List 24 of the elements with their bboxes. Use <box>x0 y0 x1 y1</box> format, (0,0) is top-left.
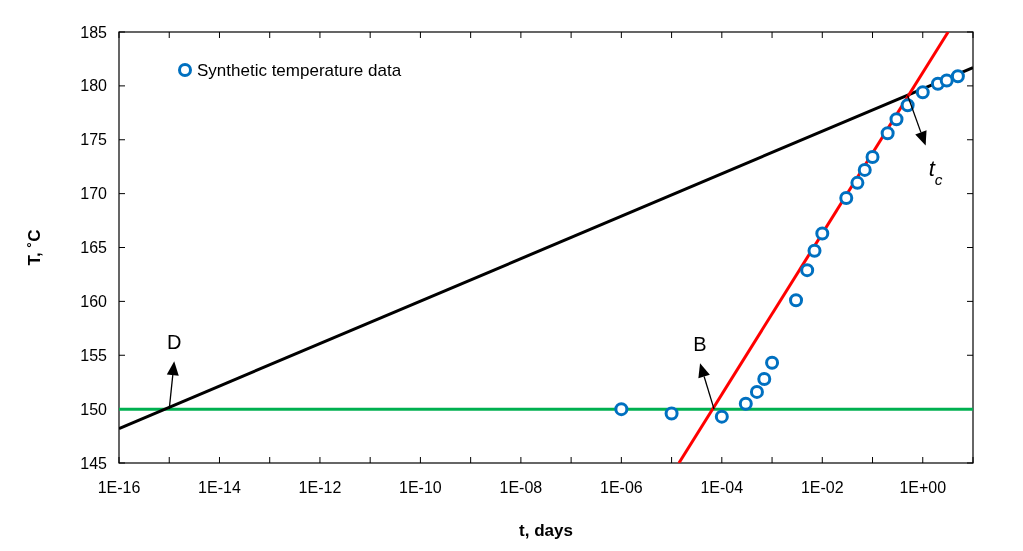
annotation: t$_{c}$ <box>928 155 943 188</box>
x-tick-label: 1E+00 <box>899 479 947 496</box>
y-tick-label: 170 <box>80 185 108 203</box>
y-tick-label: 160 <box>80 292 108 310</box>
y-tick-label: 145 <box>80 454 108 472</box>
y-axis-title: T, ˚C <box>25 229 44 266</box>
x-tick-label: 1E-08 <box>499 479 543 496</box>
y-tick-label: 180 <box>80 77 108 95</box>
y-tick-label: 185 <box>80 23 108 41</box>
x-tick-label: 1E-10 <box>399 479 442 496</box>
x-tick-label: 1E-02 <box>800 479 844 496</box>
y-tick-label: 150 <box>80 400 108 418</box>
y-tick-label: 155 <box>80 346 108 364</box>
annotation: B <box>693 333 707 356</box>
x-tick-label: 1E-12 <box>298 479 342 496</box>
y-tick-label: 175 <box>80 131 108 149</box>
annotation: D <box>167 331 182 354</box>
x-tick-label: 1E-16 <box>97 479 141 496</box>
x-tick-label: 1E-14 <box>198 479 241 496</box>
legend-label: Synthetic temperature data <box>197 60 402 80</box>
x-tick-label: 1E-04 <box>700 479 744 496</box>
y-tick-label: 165 <box>80 239 108 257</box>
x-axis-title: t, days <box>519 521 573 540</box>
x-tick-label: 1E-06 <box>600 479 643 496</box>
